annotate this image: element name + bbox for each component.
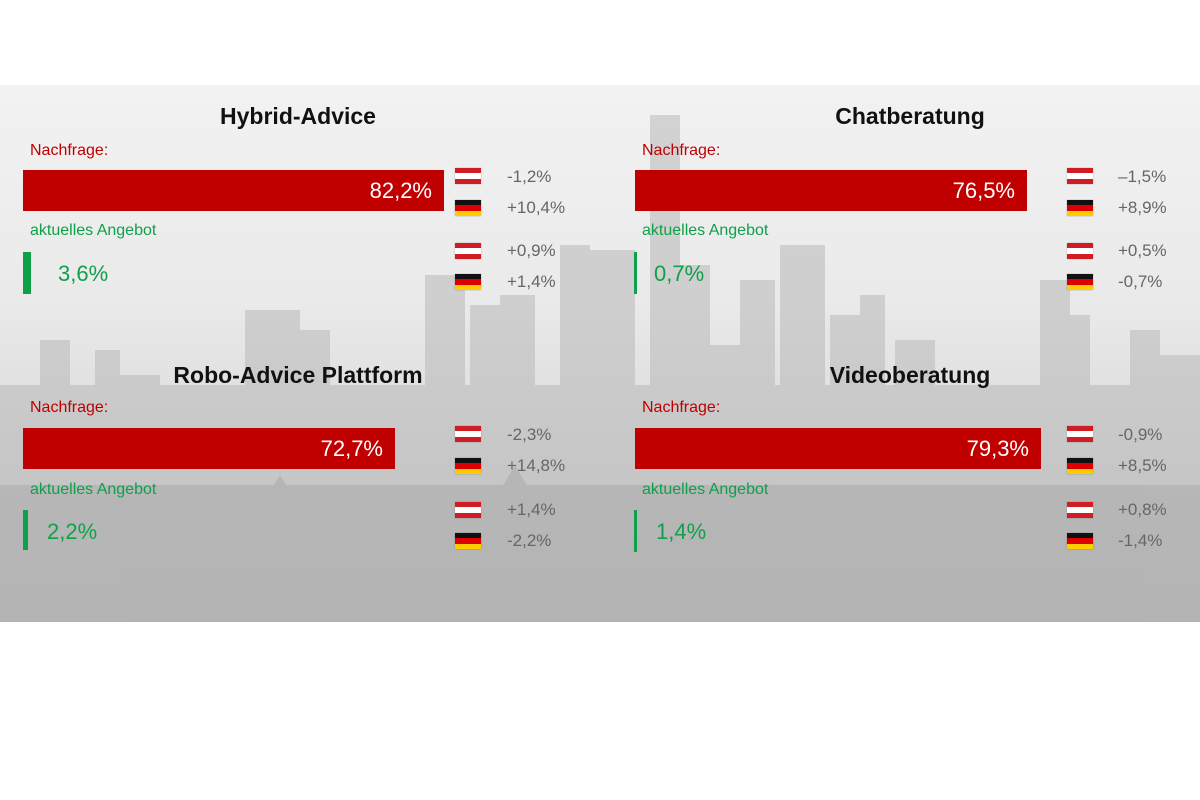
austria-flag-icon bbox=[1067, 168, 1093, 184]
change-de-demand: +14,8% bbox=[507, 456, 566, 475]
change-de-demand: +8,5% bbox=[1118, 456, 1167, 475]
change-at-offer: +1,4% bbox=[507, 500, 556, 519]
change-at-demand: –1,5% bbox=[1118, 167, 1167, 186]
offer-bar bbox=[634, 510, 637, 552]
demand-bar: 82,2% bbox=[23, 170, 444, 211]
offer-bar bbox=[23, 252, 31, 294]
offer-value-label: 2,2% bbox=[47, 519, 98, 544]
change-de-offer: -1,4% bbox=[1118, 531, 1163, 550]
germany-flag-icon bbox=[1067, 533, 1093, 549]
offer-label: aktuelles Angebot bbox=[30, 222, 157, 239]
offer-label: aktuelles Angebot bbox=[642, 481, 769, 498]
demand-bar: 72,7% bbox=[23, 428, 395, 469]
demand-value-label: 76,5% bbox=[952, 177, 1015, 203]
offer-value-label: 3,6% bbox=[58, 261, 109, 286]
demand-value-label: 79,3% bbox=[966, 435, 1029, 461]
demand-value-label: 82,2% bbox=[369, 177, 432, 203]
demand-label: Nachfrage: bbox=[642, 142, 721, 159]
austria-flag-icon bbox=[1067, 426, 1093, 442]
change-de-demand: +10,4% bbox=[507, 198, 566, 217]
change-at-offer: +0,9% bbox=[507, 241, 556, 260]
austria-flag-icon bbox=[455, 243, 481, 259]
demand-bar: 79,3% bbox=[635, 428, 1041, 469]
offer-bar bbox=[23, 510, 28, 550]
germany-flag-icon bbox=[455, 533, 481, 549]
chart-title: Hybrid-Advice bbox=[220, 103, 376, 129]
offer-bar bbox=[634, 252, 637, 294]
austria-flag-icon bbox=[455, 168, 481, 184]
demand-bar: 76,5% bbox=[635, 170, 1027, 211]
city-skyline-background bbox=[0, 115, 1200, 622]
offer-label: aktuelles Angebot bbox=[642, 222, 769, 239]
change-at-offer: +0,5% bbox=[1118, 241, 1167, 260]
chart-title: Robo-Advice Plattform bbox=[173, 362, 423, 388]
change-at-offer: +0,8% bbox=[1118, 500, 1167, 519]
change-de-offer: +1,4% bbox=[507, 272, 556, 291]
demand-label: Nachfrage: bbox=[30, 142, 109, 159]
austria-flag-icon bbox=[455, 426, 481, 442]
germany-flag-icon bbox=[1067, 274, 1093, 290]
change-at-demand: -1,2% bbox=[507, 167, 552, 186]
chart-title: Chatberatung bbox=[835, 103, 985, 129]
austria-flag-icon bbox=[1067, 243, 1093, 259]
germany-flag-icon bbox=[1067, 458, 1093, 474]
change-at-demand: -2,3% bbox=[507, 425, 552, 444]
offer-value-label: 1,4% bbox=[656, 519, 707, 544]
germany-flag-icon bbox=[455, 274, 481, 290]
germany-flag-icon bbox=[455, 458, 481, 474]
austria-flag-icon bbox=[455, 502, 481, 518]
change-de-demand: +8,9% bbox=[1118, 198, 1167, 217]
offer-value-label: 0,7% bbox=[654, 261, 705, 286]
change-de-offer: -0,7% bbox=[1118, 272, 1163, 291]
offer-label: aktuelles Angebot bbox=[30, 481, 157, 498]
change-de-offer: -2,2% bbox=[507, 531, 552, 550]
demand-value-label: 72,7% bbox=[320, 435, 383, 461]
demand-label: Nachfrage: bbox=[642, 399, 721, 416]
change-at-demand: -0,9% bbox=[1118, 425, 1163, 444]
germany-flag-icon bbox=[455, 200, 481, 216]
demand-label: Nachfrage: bbox=[30, 399, 109, 416]
austria-flag-icon bbox=[1067, 502, 1093, 518]
germany-flag-icon bbox=[1067, 200, 1093, 216]
chart-title: Videoberatung bbox=[829, 362, 991, 388]
chart-banner bbox=[0, 85, 1200, 622]
